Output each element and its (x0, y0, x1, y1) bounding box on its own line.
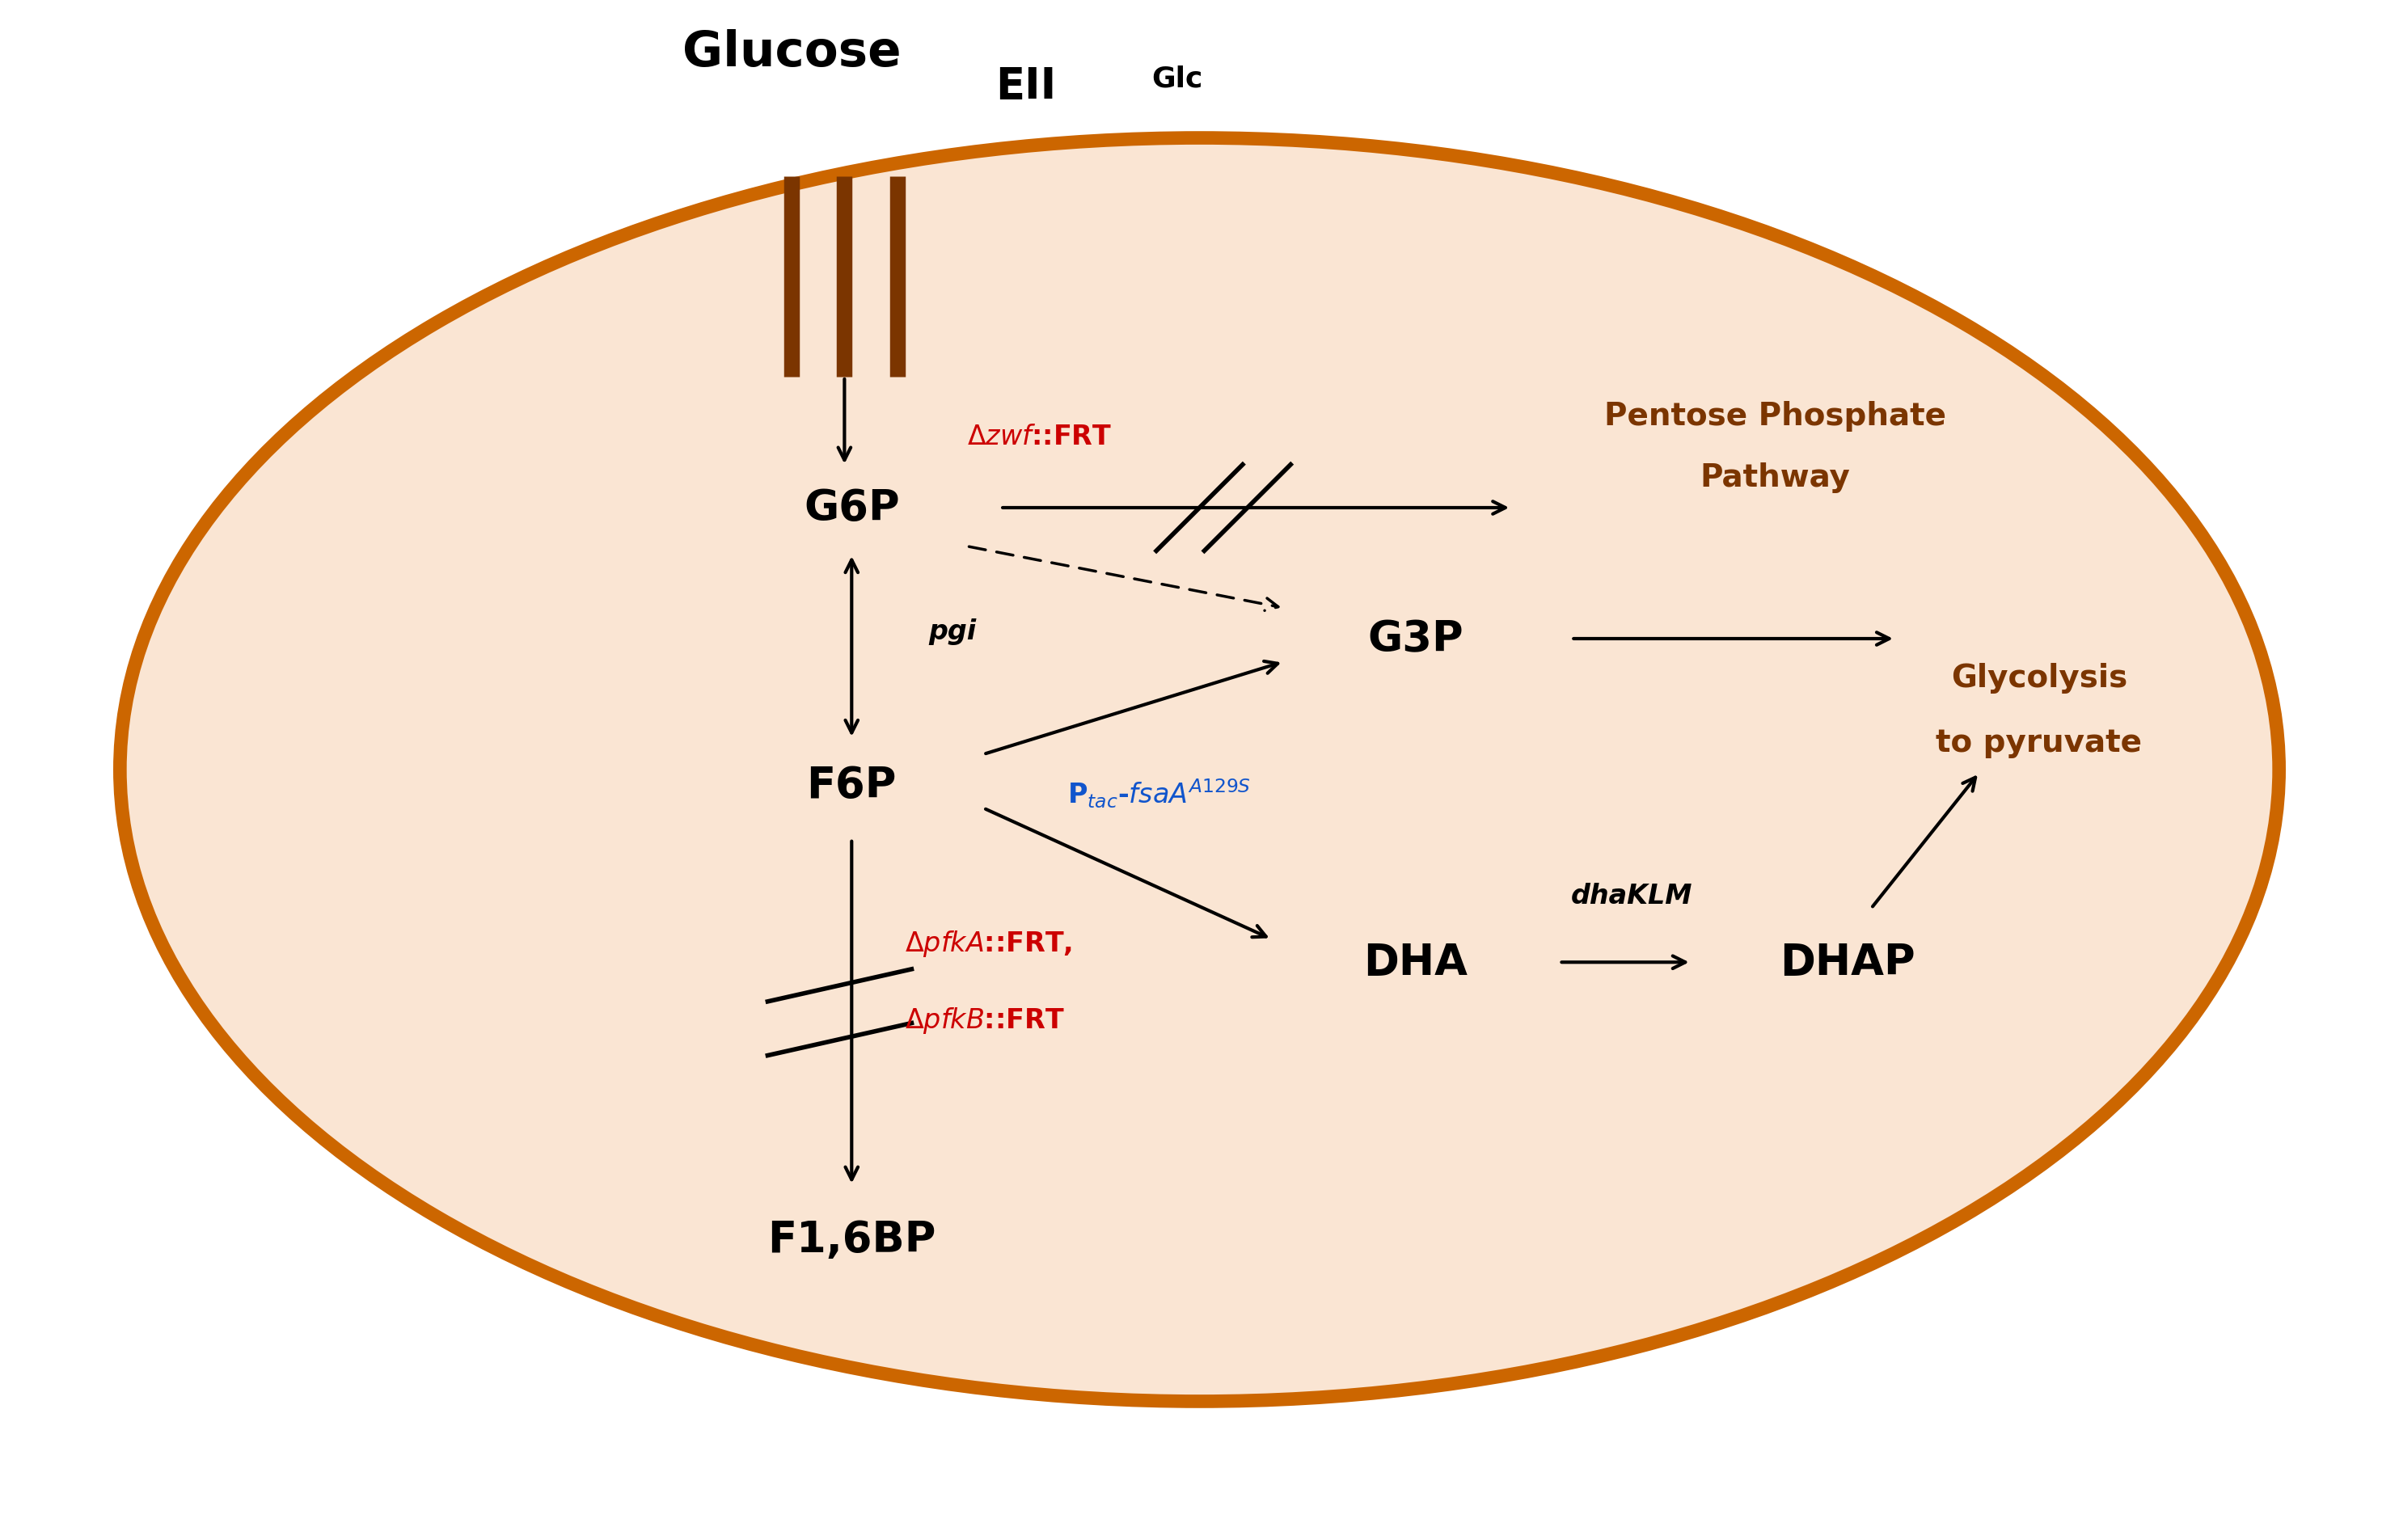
FancyArrowPatch shape (1003, 502, 1504, 514)
FancyArrowPatch shape (844, 841, 859, 1180)
Text: EII: EII (996, 66, 1056, 108)
FancyArrowPatch shape (1874, 778, 1974, 907)
Text: F1,6BP: F1,6BP (768, 1218, 936, 1261)
Text: to pyruvate: to pyruvate (1936, 727, 2142, 758)
Text: DHAP: DHAP (1780, 941, 1914, 984)
Ellipse shape (120, 139, 2279, 1401)
Text: G3P: G3P (1367, 618, 1463, 661)
Text: dhaKLM: dhaKLM (1571, 882, 1691, 909)
FancyArrowPatch shape (969, 547, 1279, 611)
Text: F6P: F6P (806, 764, 897, 807)
Text: Glycolysis: Glycolysis (1950, 662, 2128, 693)
Text: Glc: Glc (1152, 65, 1202, 92)
Text: Glucose: Glucose (681, 29, 902, 77)
Text: DHA: DHA (1363, 941, 1468, 984)
FancyArrowPatch shape (986, 810, 1267, 938)
Text: G6P: G6P (804, 487, 900, 530)
FancyArrowPatch shape (1574, 633, 1888, 645)
Text: Pathway: Pathway (1701, 462, 1850, 493)
Text: $\Delta\mathit{zwf}$::FRT: $\Delta\mathit{zwf}$::FRT (967, 424, 1111, 450)
FancyArrowPatch shape (837, 379, 852, 460)
FancyArrowPatch shape (1562, 956, 1684, 969)
Text: pgi: pgi (928, 618, 976, 645)
FancyArrowPatch shape (844, 561, 859, 733)
Text: P$_{\mathit{tac}}$-$\mathit{fsaA}^{\mathit{A129S}}$: P$_{\mathit{tac}}$-$\mathit{fsaA}^{\math… (1068, 776, 1250, 810)
FancyArrowPatch shape (986, 662, 1279, 755)
Text: Pentose Phosphate: Pentose Phosphate (1605, 400, 1946, 431)
Text: $\Delta\mathit{pfkA}$::FRT,: $\Delta\mathit{pfkA}$::FRT, (904, 929, 1072, 958)
Text: $\Delta\mathit{pfkB}$::FRT: $\Delta\mathit{pfkB}$::FRT (904, 1006, 1065, 1035)
